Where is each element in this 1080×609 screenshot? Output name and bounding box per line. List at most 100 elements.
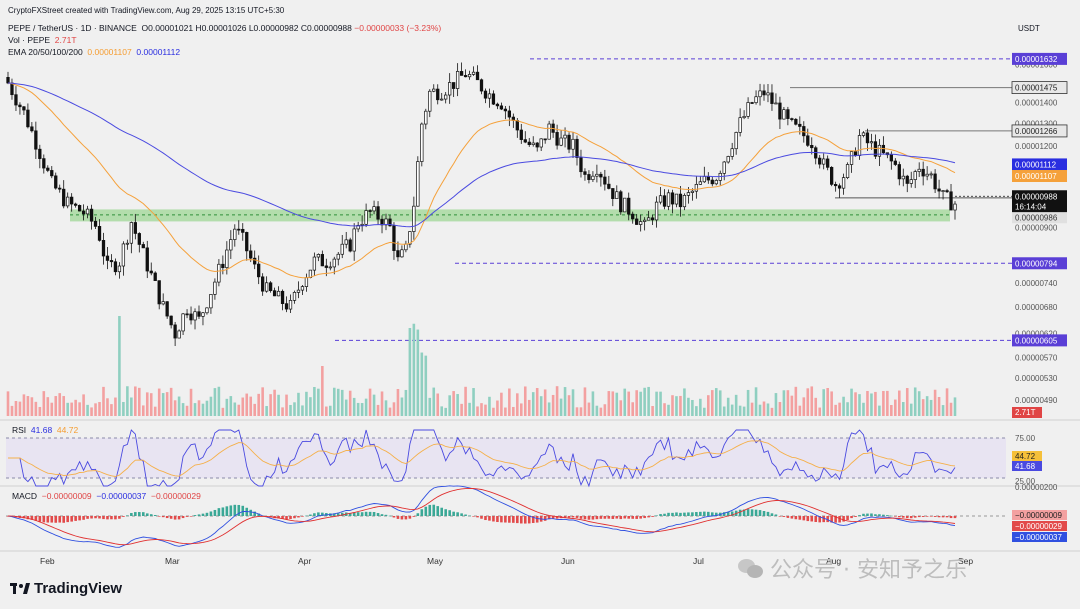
candle-body <box>81 210 86 215</box>
volume-bar <box>472 388 475 416</box>
price-tick-label: 0.00000900 <box>1015 224 1058 233</box>
candle-body <box>412 205 416 232</box>
month-label-mar: Mar <box>165 556 180 566</box>
candle-body <box>70 196 74 205</box>
candle-body <box>822 158 826 165</box>
macd-hist-bar <box>106 516 109 520</box>
candle-body <box>730 148 734 157</box>
candle-body <box>10 82 14 96</box>
macd-hist-bar <box>675 512 678 516</box>
candle-body <box>483 90 488 99</box>
volume-bar <box>539 396 543 416</box>
macd-hist-bar <box>321 512 324 516</box>
volume-bar <box>675 396 678 416</box>
volume-bar <box>62 396 65 416</box>
macd-hist-bar <box>388 515 392 517</box>
macd-hist-bar <box>595 516 599 520</box>
macd-hist-bar <box>468 515 471 517</box>
volume-bar <box>126 386 129 416</box>
candle-body <box>324 265 328 268</box>
volume-bar <box>886 390 889 416</box>
candle-body <box>635 218 639 225</box>
volume-bar <box>297 392 300 416</box>
candle-body <box>941 190 945 192</box>
volume-bar <box>607 391 611 416</box>
volume-bar <box>894 399 897 416</box>
volume-bar <box>46 397 50 416</box>
candle-body <box>396 250 400 258</box>
candle-body <box>125 242 130 245</box>
macd-hist-bar <box>774 514 778 516</box>
ema-value-1: 0.00001107 <box>87 47 132 57</box>
macd-hist-bar <box>814 516 818 523</box>
candle-body <box>479 79 484 92</box>
candle-body <box>14 94 18 106</box>
macd-hist-bar <box>655 515 658 517</box>
macd-hist-bar <box>941 516 945 518</box>
macd-hist-bar <box>726 511 730 516</box>
candle-body <box>320 254 324 267</box>
volume-bar <box>213 388 217 416</box>
volume-bar <box>838 402 841 416</box>
macd-hist-bar <box>424 506 428 516</box>
rsi-label[interactable]: RSI <box>12 425 27 435</box>
candle-body <box>22 106 26 111</box>
macd-hist-bar <box>758 510 762 516</box>
volume-label[interactable]: Vol · PEPE <box>8 35 51 45</box>
macd-hist-bar <box>647 516 650 518</box>
candle-body <box>173 324 177 339</box>
volume-bar <box>102 386 105 416</box>
volume-bar <box>559 398 563 416</box>
candle-body <box>539 138 543 148</box>
candle-body <box>304 277 309 287</box>
tradingview-logo-icon <box>10 582 30 594</box>
volume-bar <box>480 403 483 416</box>
volume-bar <box>774 393 778 416</box>
ema-label[interactable]: EMA 20/50/100/200 <box>8 47 83 57</box>
candle-body <box>18 104 22 108</box>
candle-body <box>623 197 627 213</box>
candle-body <box>280 290 285 304</box>
volume-bar <box>531 392 535 416</box>
macd-hist-bar <box>770 513 774 516</box>
candle-body <box>388 218 392 227</box>
candle-body <box>913 171 917 180</box>
macd-hist-bar <box>643 516 646 519</box>
candle-body <box>368 210 372 212</box>
volume-bar <box>265 406 268 416</box>
rsi-value-badge <box>1012 461 1042 471</box>
volume-bar <box>619 400 623 416</box>
volume-bar <box>201 403 205 416</box>
tradingview-logo[interactable]: TradingView <box>10 580 122 597</box>
volume-bar <box>181 403 185 416</box>
macd-hist-bar <box>372 512 376 516</box>
candle-body <box>233 228 237 240</box>
volume-bar <box>34 401 38 416</box>
candle-body <box>670 192 675 205</box>
volume-bar <box>655 391 658 416</box>
macd-hist-bar <box>663 513 666 516</box>
candle-body <box>734 132 738 150</box>
ema-blue-badge <box>1012 158 1067 171</box>
macd-hist-bar <box>496 516 499 523</box>
volume-bar <box>408 328 412 416</box>
candle-body <box>97 226 102 241</box>
volume-bar <box>766 403 770 416</box>
volume-bar <box>432 387 436 416</box>
volume-bar <box>738 405 742 416</box>
macd-hist-bar <box>488 516 491 521</box>
macd-hist-bar <box>352 512 356 516</box>
volume-bar <box>842 396 845 416</box>
macd-hist-bar <box>714 512 718 516</box>
macd-label[interactable]: MACD <box>12 491 38 501</box>
volume-bar <box>217 386 221 416</box>
macd-hist-bar <box>778 516 782 517</box>
candle-body <box>34 130 38 150</box>
ema-value-2: 0.00001112 <box>136 47 181 57</box>
macd-hist-bar <box>567 516 571 518</box>
candle-body <box>245 232 249 252</box>
symbol-line[interactable]: PEPE / TetherUS · 1D · BINANCE <box>8 23 137 33</box>
volume-bar <box>293 402 296 416</box>
macd-hist-bar <box>862 513 865 516</box>
